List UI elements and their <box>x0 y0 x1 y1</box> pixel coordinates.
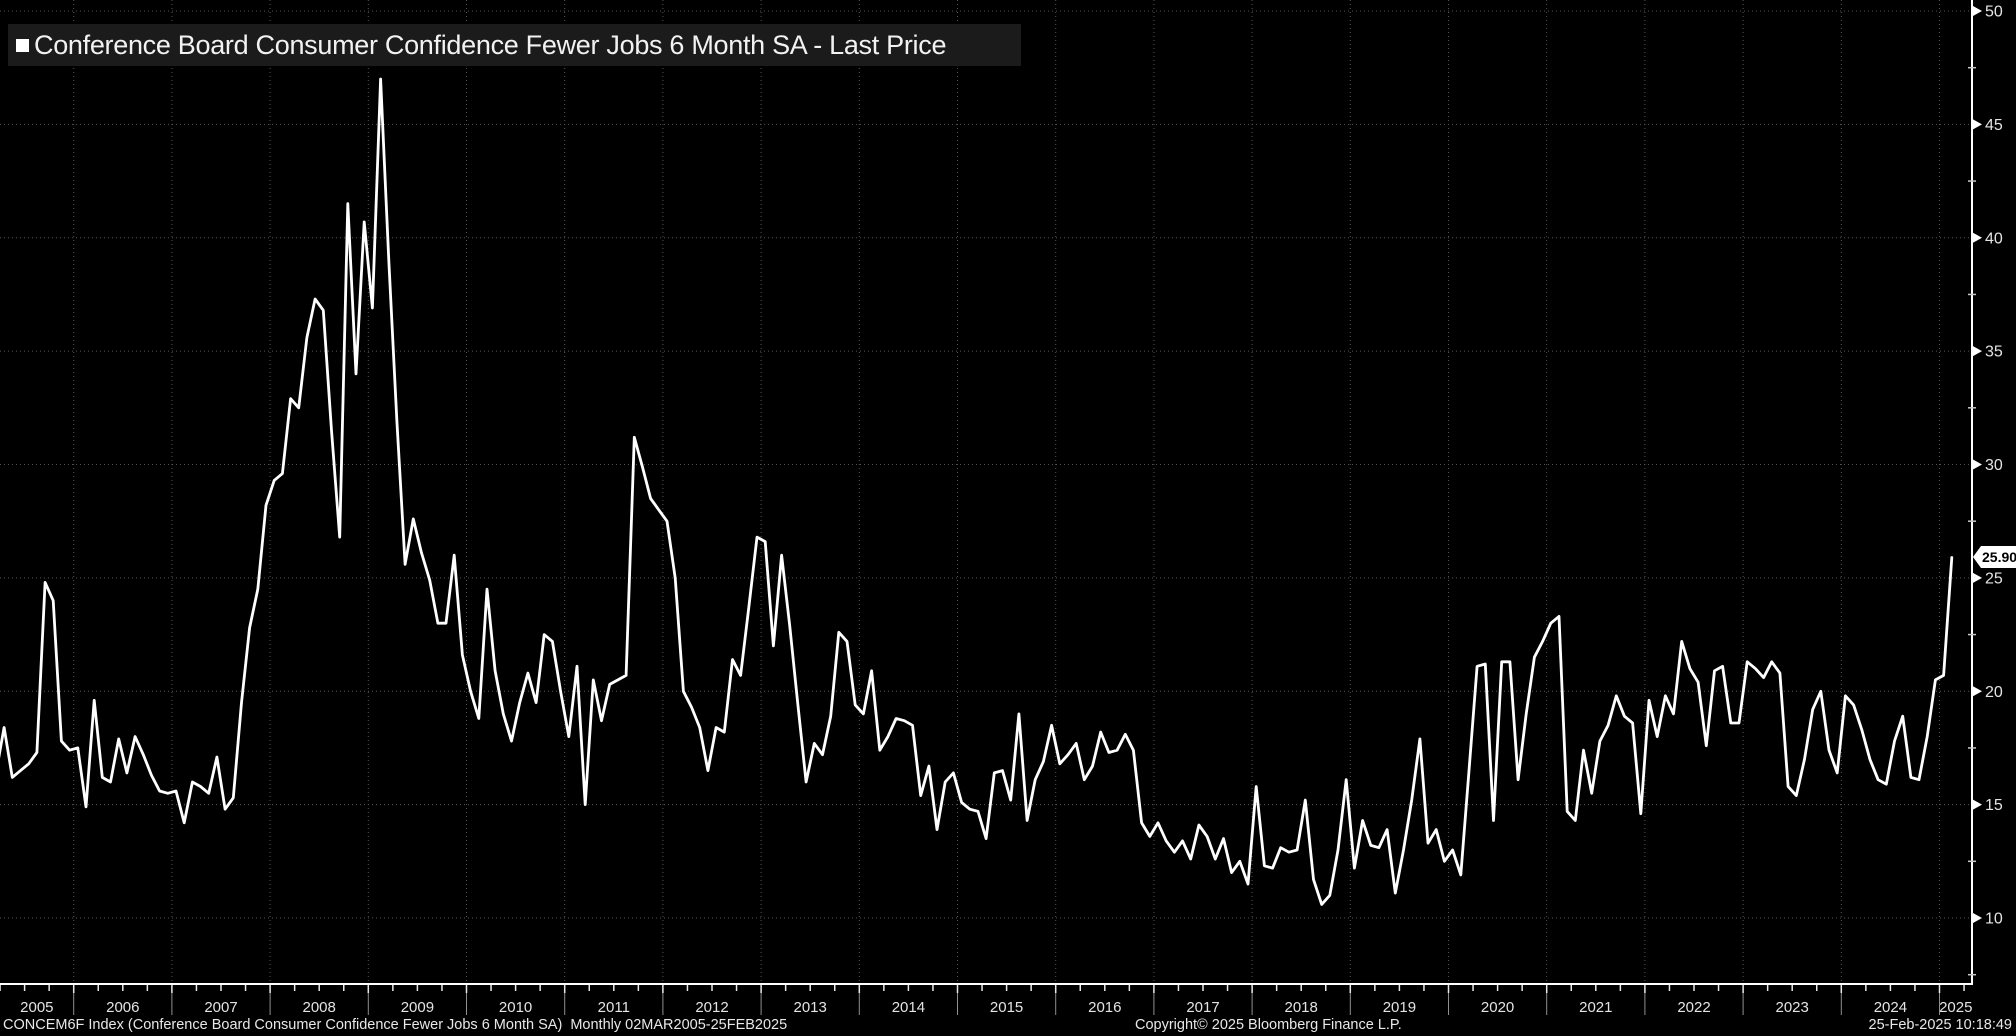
y-tick-arrow-icon <box>1973 6 1982 16</box>
x-axis-year-label: 2005 <box>20 999 53 1016</box>
x-axis-year-label: 2018 <box>1285 999 1318 1016</box>
x-axis-year-label: 2025 <box>1939 999 1972 1016</box>
y-axis-label: 50 <box>1985 4 2003 21</box>
y-tick-arrow-icon <box>1973 459 1982 470</box>
x-axis-year-label: 2015 <box>990 999 1023 1016</box>
status-ticker-info: CONCEM6F Index (Conference Board Consume… <box>3 1017 788 1033</box>
y-tick-arrow-icon <box>1973 572 1982 583</box>
y-tick-arrow-icon <box>1973 346 1982 357</box>
y-axis-label: 25 <box>1985 570 2003 587</box>
series-marker-icon <box>16 38 29 52</box>
y-axis-label: 45 <box>1985 117 2003 134</box>
x-axis-year-label: 2016 <box>1088 999 1121 1016</box>
price-line-series <box>0 77 1954 906</box>
y-tick-arrow-icon <box>1973 686 1982 697</box>
status-copyright: Copyright© 2025 Bloomberg Finance L.P. <box>1135 1017 1402 1033</box>
x-axis-year-label: 2023 <box>1776 999 1809 1016</box>
y-axis-label: 10 <box>1985 911 2003 928</box>
series-title: Conference Board Consumer Confidence Few… <box>34 29 947 60</box>
y-tick-arrow-icon <box>1973 232 1982 243</box>
last-price-value: 25.90 <box>1981 546 2016 569</box>
x-axis-year-label: 2013 <box>794 999 827 1016</box>
x-axis-year-label: 2011 <box>598 999 630 1016</box>
y-axis-label: 30 <box>1985 457 2003 474</box>
x-axis-year-label: 2010 <box>499 999 532 1016</box>
last-price-badge: 25.90 <box>1973 546 2016 569</box>
x-axis-year-label: 2021 <box>1579 999 1612 1016</box>
x-axis-year-label: 2012 <box>695 999 728 1016</box>
x-axis-year-label: 2020 <box>1481 999 1514 1016</box>
x-axis-year-label: 2019 <box>1383 999 1416 1016</box>
y-tick-arrow-icon <box>1973 799 1982 810</box>
x-axis-year-label: 2024 <box>1874 999 1907 1016</box>
y-tick-arrow-icon <box>1973 913 1982 923</box>
y-axis-label: 20 <box>1985 684 2003 701</box>
y-axis-label: 15 <box>1985 797 2003 814</box>
status-bar: CONCEM6F Index (Conference Board Consume… <box>0 1015 2016 1036</box>
x-axis-year-label: 2017 <box>1186 999 1219 1016</box>
y-axis-label: 35 <box>1985 344 2003 361</box>
y-tick-arrow-icon <box>1973 119 1982 130</box>
x-axis-year-label: 2008 <box>303 999 336 1016</box>
x-axis-year-label: 2006 <box>106 999 139 1016</box>
x-axis-year-label: 2022 <box>1677 999 1710 1016</box>
status-timestamp: 25-Feb-2025 10:18:49 <box>1868 1017 2013 1033</box>
x-axis-year-label: 2007 <box>204 999 237 1016</box>
x-axis-year-label: 2009 <box>401 999 434 1016</box>
x-axis-year-label: 2014 <box>892 999 925 1016</box>
badge-arrow-left-icon <box>1973 546 1981 569</box>
y-axis-label: 40 <box>1985 230 2003 247</box>
legend-row[interactable]: Conference Board Consumer Confidence Few… <box>8 24 1021 66</box>
